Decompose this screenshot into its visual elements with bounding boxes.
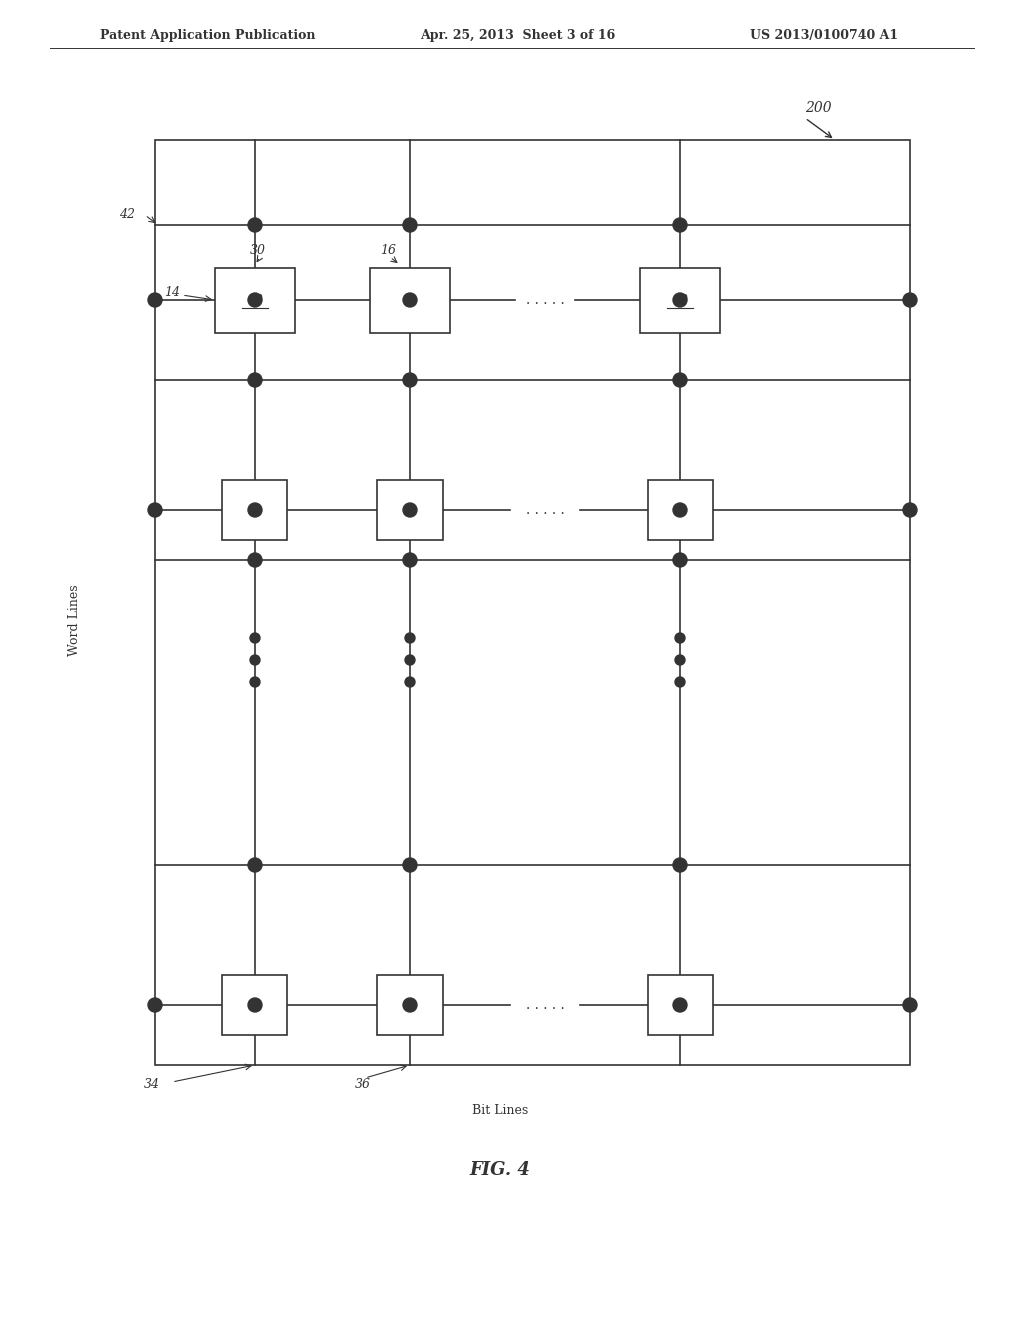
Text: Patent Application Publication: Patent Application Publication <box>100 29 315 41</box>
Text: Bit Lines: Bit Lines <box>472 1104 528 1117</box>
Text: 36: 36 <box>355 1078 371 1092</box>
Circle shape <box>673 998 687 1012</box>
Circle shape <box>903 293 918 308</box>
Bar <box>378 480 442 540</box>
Circle shape <box>148 998 162 1012</box>
Text: 30: 30 <box>250 244 266 257</box>
Circle shape <box>675 634 685 643</box>
Text: . . . . .: . . . . . <box>525 293 564 308</box>
Text: FIG. 4: FIG. 4 <box>470 1162 530 1179</box>
Bar <box>215 268 295 333</box>
Text: 34: 34 <box>144 1078 160 1092</box>
Bar <box>370 268 450 333</box>
Circle shape <box>148 503 162 517</box>
Bar <box>155 140 910 1065</box>
Circle shape <box>148 293 162 308</box>
Circle shape <box>403 553 417 568</box>
Text: 14: 14 <box>164 285 180 298</box>
Text: . . . . .: . . . . . <box>525 998 564 1012</box>
Bar <box>647 975 713 1035</box>
Circle shape <box>403 374 417 387</box>
Bar <box>647 480 713 540</box>
Text: . . . . .: . . . . . <box>525 503 564 517</box>
Text: 200: 200 <box>805 102 831 115</box>
Circle shape <box>403 218 417 232</box>
Circle shape <box>403 998 417 1012</box>
Circle shape <box>903 998 918 1012</box>
Circle shape <box>673 503 687 517</box>
Circle shape <box>673 553 687 568</box>
Circle shape <box>406 634 415 643</box>
Circle shape <box>673 218 687 232</box>
Bar <box>222 975 288 1035</box>
Text: US 2013/0100740 A1: US 2013/0100740 A1 <box>750 29 898 41</box>
Circle shape <box>403 858 417 873</box>
Circle shape <box>675 677 685 686</box>
Circle shape <box>250 655 260 665</box>
Circle shape <box>406 655 415 665</box>
Text: Word Lines: Word Lines <box>69 585 82 656</box>
Circle shape <box>250 634 260 643</box>
Circle shape <box>673 858 687 873</box>
Text: 10: 10 <box>247 293 263 306</box>
Bar <box>378 975 442 1035</box>
Text: 42: 42 <box>119 209 135 222</box>
Circle shape <box>250 677 260 686</box>
Circle shape <box>248 218 262 232</box>
Circle shape <box>248 374 262 387</box>
Circle shape <box>673 374 687 387</box>
Circle shape <box>903 503 918 517</box>
Circle shape <box>248 293 262 308</box>
Circle shape <box>248 503 262 517</box>
Circle shape <box>248 858 262 873</box>
Circle shape <box>248 998 262 1012</box>
Bar <box>640 268 720 333</box>
Circle shape <box>406 677 415 686</box>
Circle shape <box>403 503 417 517</box>
Text: 16: 16 <box>380 244 396 257</box>
Text: Apr. 25, 2013  Sheet 3 of 16: Apr. 25, 2013 Sheet 3 of 16 <box>420 29 615 41</box>
Circle shape <box>248 553 262 568</box>
Text: 10: 10 <box>672 293 688 306</box>
Circle shape <box>675 655 685 665</box>
Circle shape <box>403 293 417 308</box>
Circle shape <box>673 293 687 308</box>
Bar <box>222 480 288 540</box>
